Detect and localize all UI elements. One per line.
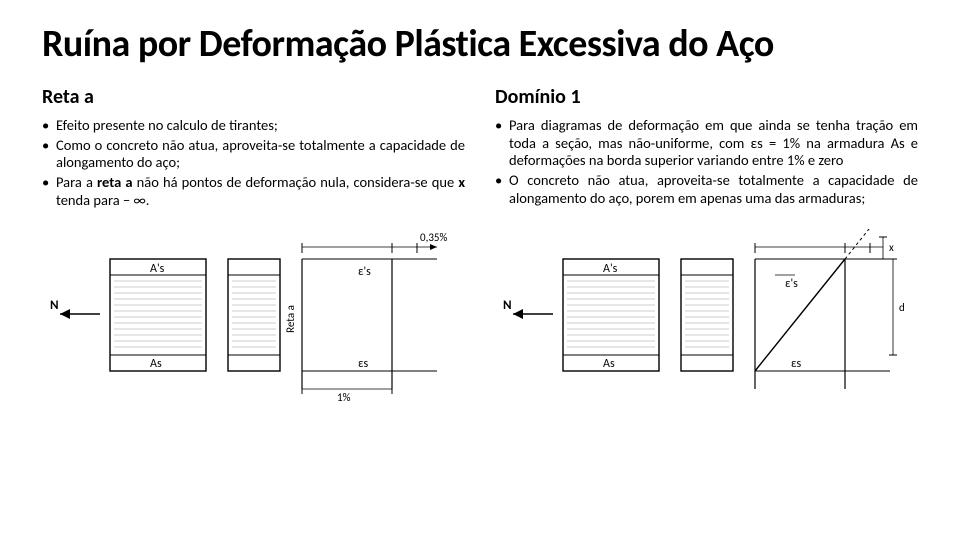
label-eps-bot: εs — [791, 357, 801, 371]
figure-right: N A's As — [495, 229, 918, 404]
diagram-reta-a: N A's As — [42, 229, 462, 404]
label-d: d — [899, 301, 905, 314]
left-column: Reta a Efeito presente no calculo de tir… — [42, 85, 465, 211]
label-x: x — [889, 241, 894, 254]
label-035: 0,35% — [420, 231, 447, 244]
label-As-bot: As — [150, 357, 162, 371]
page-title: Ruína por Deformação Plástica Excessiva … — [42, 24, 918, 65]
left-heading: Reta a — [42, 85, 465, 109]
figure-row: N A's As — [42, 229, 918, 404]
list-item: Para diagramas de deformação em que aind… — [495, 117, 918, 170]
list-item: O concreto não atua, aproveita-se totalm… — [495, 172, 918, 207]
list-item: Efeito presente no calculo de tirantes; — [42, 117, 465, 135]
diagram-dominio-1: N A's As — [495, 229, 915, 404]
label-eps-top: ε's — [785, 277, 798, 291]
label-1pct: 1% — [337, 391, 351, 404]
label-N: N — [503, 298, 512, 313]
figure-left: N A's As — [42, 229, 465, 404]
label-As-bot: As — [603, 357, 615, 371]
right-bullets: Para diagramas de deformação em que aind… — [495, 117, 918, 207]
label-eps-bot: εs — [358, 357, 368, 371]
right-heading: Domínio 1 — [495, 85, 918, 109]
label-As-top: A's — [150, 262, 165, 276]
label-As-top: A's — [603, 262, 618, 276]
right-column: Domínio 1 Para diagramas de deformação e… — [495, 85, 918, 211]
list-item: Para a reta a não há pontos de deformaçã… — [42, 174, 465, 209]
text-columns: Reta a Efeito presente no calculo de tir… — [42, 85, 918, 211]
left-bullets: Efeito presente no calculo de tirantes; … — [42, 117, 465, 209]
list-item: Como o concreto não atua, aproveita-se t… — [42, 137, 465, 172]
label-eps-top: ε's — [358, 265, 371, 279]
label-N: N — [50, 298, 59, 313]
label-reta-a: Reta a — [284, 306, 297, 334]
